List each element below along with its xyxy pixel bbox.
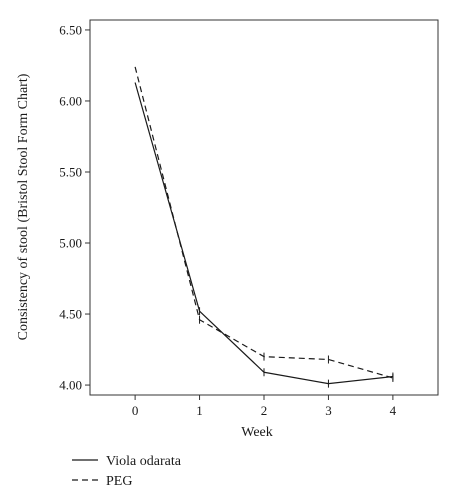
y-tick-label: 5.00 xyxy=(59,236,82,251)
x-tick-label: 4 xyxy=(390,403,397,418)
x-tick-label: 0 xyxy=(132,403,139,418)
series-line-viola-odarata xyxy=(134,82,393,385)
y-axis-ticks: 4.00 4.50 5.00 5.50 6.00 6.50 xyxy=(59,22,90,393)
legend-label-peg: PEG xyxy=(106,474,132,489)
series-line-peg xyxy=(134,66,394,379)
x-axis-ticks: 0 1 2 3 4 xyxy=(132,395,397,418)
x-axis-label: Week xyxy=(241,425,273,440)
y-tick-label: 6.50 xyxy=(59,22,82,37)
y-tick-label: 4.00 xyxy=(59,378,82,393)
y-tick-label: 6.00 xyxy=(59,93,82,108)
x-tick-label: 1 xyxy=(196,403,203,418)
y-axis-label: Consistency of stool (Bristol Stool Form… xyxy=(16,73,31,340)
y-tick-label: 4.50 xyxy=(59,307,82,322)
x-tick-label: 2 xyxy=(261,403,268,418)
series-layer xyxy=(134,66,394,388)
plot-area-frame xyxy=(89,19,439,396)
y-tick-label: 5.50 xyxy=(59,164,82,179)
x-tick-label: 3 xyxy=(325,403,332,418)
legend-label-viola-odarata: Viola odarata xyxy=(106,454,182,469)
legend: Viola odarata PEG xyxy=(72,454,182,489)
